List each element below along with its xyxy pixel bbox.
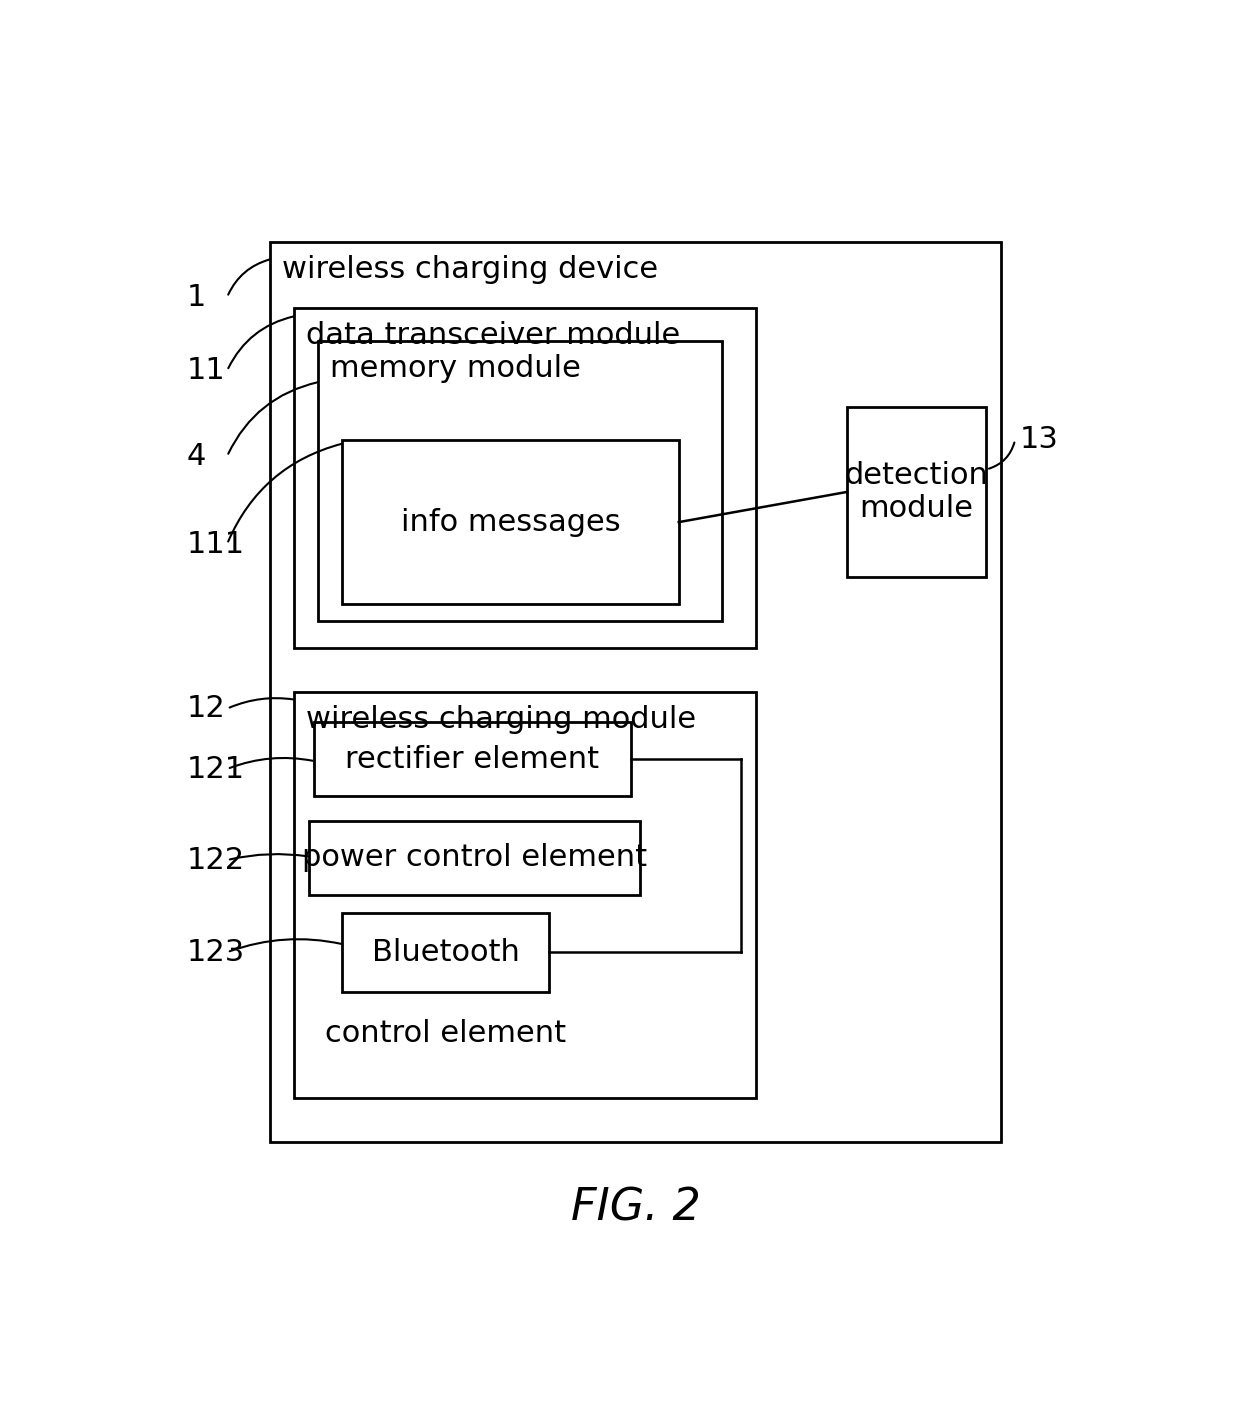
Text: 1: 1 <box>187 282 206 312</box>
Text: detection
module: detection module <box>844 460 988 523</box>
Text: rectifier element: rectifier element <box>345 745 599 774</box>
Text: FIG. 2: FIG. 2 <box>570 1187 701 1230</box>
Bar <box>847 408 986 577</box>
Text: info messages: info messages <box>401 507 620 537</box>
Bar <box>342 913 549 992</box>
Text: wireless charging module: wireless charging module <box>306 705 696 734</box>
Bar <box>270 242 1001 1141</box>
Bar <box>319 341 722 621</box>
Text: power control element: power control element <box>303 844 647 872</box>
Text: 13: 13 <box>1019 425 1059 455</box>
Bar <box>342 440 678 604</box>
Text: data transceiver module: data transceiver module <box>306 321 680 351</box>
Text: 4: 4 <box>187 442 206 470</box>
Text: 121: 121 <box>187 754 244 784</box>
Text: 11: 11 <box>187 356 226 385</box>
Text: memory module: memory module <box>330 355 580 383</box>
Bar <box>294 308 755 648</box>
Bar <box>309 821 640 895</box>
Text: 111: 111 <box>187 530 244 559</box>
Text: wireless charging device: wireless charging device <box>281 255 658 285</box>
Bar <box>314 722 631 797</box>
Bar <box>294 693 755 1099</box>
Text: Bluetooth: Bluetooth <box>372 938 520 966</box>
Text: 123: 123 <box>187 938 246 966</box>
Text: control element: control element <box>325 1019 567 1049</box>
Text: 122: 122 <box>187 845 244 875</box>
Text: 12: 12 <box>187 694 226 722</box>
